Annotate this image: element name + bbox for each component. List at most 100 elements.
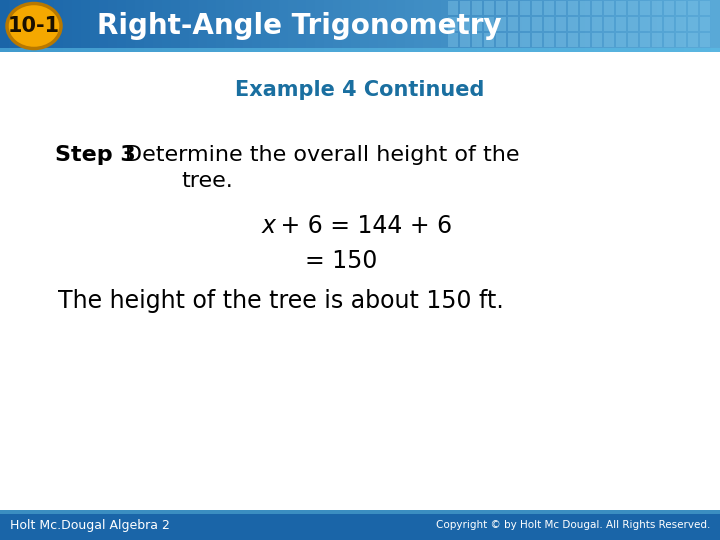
- Bar: [556, 33, 566, 47]
- Bar: [676, 17, 686, 31]
- Bar: [504, 0, 513, 52]
- Bar: [568, 1, 578, 15]
- Bar: [423, 0, 432, 52]
- Text: The height of the tree is about 150 ft.: The height of the tree is about 150 ft.: [58, 289, 504, 313]
- Bar: [684, 0, 693, 52]
- Bar: [592, 1, 602, 15]
- Bar: [459, 0, 468, 52]
- Bar: [153, 0, 162, 52]
- Bar: [450, 0, 459, 52]
- Bar: [576, 0, 585, 52]
- Bar: [484, 17, 494, 31]
- Bar: [585, 0, 594, 52]
- Bar: [568, 33, 578, 47]
- Bar: [0, 510, 720, 540]
- Bar: [675, 0, 684, 52]
- Bar: [688, 33, 698, 47]
- Bar: [306, 0, 315, 52]
- Bar: [171, 0, 180, 52]
- Bar: [592, 17, 602, 31]
- Bar: [513, 0, 522, 52]
- Bar: [315, 0, 324, 52]
- Bar: [640, 17, 650, 31]
- Bar: [207, 0, 216, 52]
- Bar: [676, 33, 686, 47]
- Bar: [144, 0, 153, 52]
- Bar: [540, 0, 549, 52]
- Bar: [414, 0, 423, 52]
- Bar: [628, 17, 638, 31]
- Bar: [468, 0, 477, 52]
- Bar: [460, 17, 470, 31]
- Text: Step 3: Step 3: [55, 145, 136, 165]
- Bar: [666, 0, 675, 52]
- Bar: [567, 0, 576, 52]
- Bar: [604, 1, 614, 15]
- Bar: [460, 1, 470, 15]
- Bar: [532, 33, 542, 47]
- Bar: [297, 0, 306, 52]
- Bar: [520, 17, 530, 31]
- Ellipse shape: [7, 3, 61, 49]
- Bar: [279, 0, 288, 52]
- Text: = 150: = 150: [305, 249, 377, 273]
- Bar: [472, 1, 482, 15]
- Bar: [324, 0, 333, 52]
- Bar: [378, 0, 387, 52]
- Text: 10-1: 10-1: [8, 16, 60, 36]
- Bar: [342, 0, 351, 52]
- Bar: [54, 0, 63, 52]
- Bar: [0, 48, 720, 52]
- Bar: [441, 0, 450, 52]
- Bar: [81, 0, 90, 52]
- Bar: [657, 0, 666, 52]
- Bar: [648, 0, 657, 52]
- Bar: [369, 0, 378, 52]
- Bar: [99, 0, 108, 52]
- Bar: [558, 0, 567, 52]
- Bar: [484, 1, 494, 15]
- Bar: [225, 0, 234, 52]
- Bar: [162, 0, 171, 52]
- Text: Holt Mc.Dougal Algebra 2: Holt Mc.Dougal Algebra 2: [10, 518, 170, 531]
- Bar: [126, 0, 135, 52]
- Bar: [664, 17, 674, 31]
- Bar: [532, 1, 542, 15]
- Bar: [652, 1, 662, 15]
- Bar: [405, 0, 414, 52]
- Bar: [616, 33, 626, 47]
- Bar: [568, 17, 578, 31]
- Bar: [628, 1, 638, 15]
- Bar: [520, 1, 530, 15]
- Bar: [0, 510, 720, 514]
- Bar: [360, 0, 369, 52]
- Bar: [460, 33, 470, 47]
- Bar: [700, 1, 710, 15]
- Bar: [486, 0, 495, 52]
- Bar: [664, 33, 674, 47]
- Bar: [261, 0, 270, 52]
- Bar: [702, 0, 711, 52]
- Bar: [688, 17, 698, 31]
- Bar: [496, 1, 506, 15]
- Text: Example 4 Continued: Example 4 Continued: [235, 80, 485, 100]
- Bar: [396, 0, 405, 52]
- Bar: [592, 33, 602, 47]
- Bar: [556, 1, 566, 15]
- Text: + 6 = 144 + 6: + 6 = 144 + 6: [273, 214, 452, 238]
- Bar: [594, 0, 603, 52]
- Bar: [664, 1, 674, 15]
- Bar: [628, 33, 638, 47]
- Bar: [520, 33, 530, 47]
- Bar: [700, 17, 710, 31]
- Bar: [580, 33, 590, 47]
- Bar: [108, 0, 117, 52]
- Bar: [544, 17, 554, 31]
- Bar: [639, 0, 648, 52]
- Bar: [544, 33, 554, 47]
- Bar: [532, 17, 542, 31]
- Bar: [472, 17, 482, 31]
- Bar: [234, 0, 243, 52]
- Bar: [693, 0, 702, 52]
- Bar: [432, 0, 441, 52]
